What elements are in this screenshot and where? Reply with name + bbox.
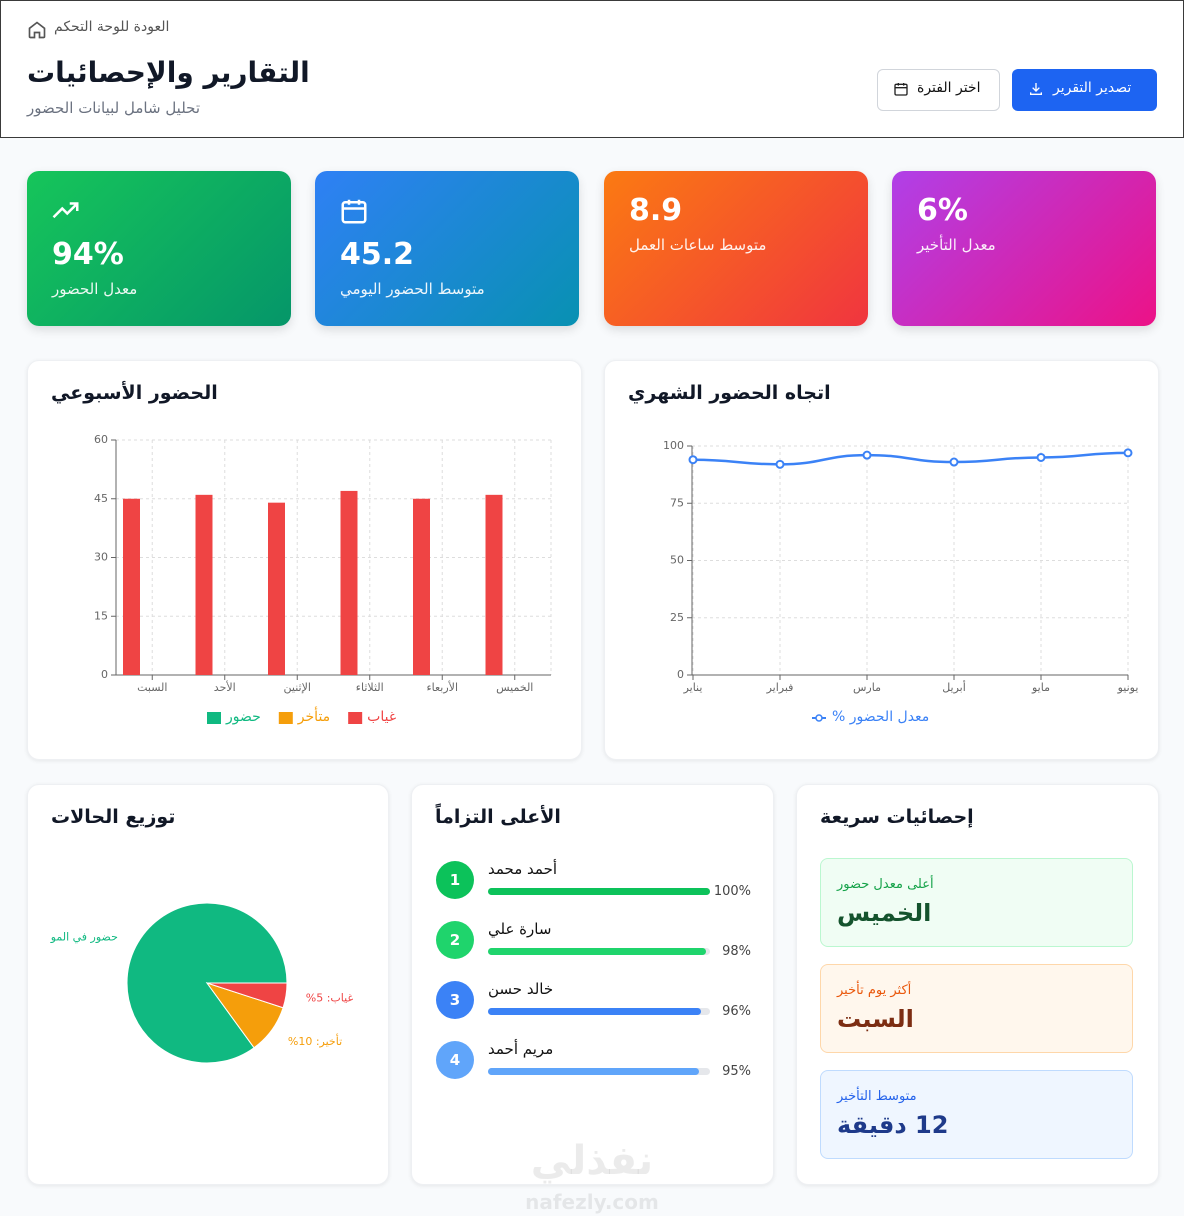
progress-bar (488, 888, 710, 895)
back-link[interactable]: العودة للوحة التحكم (54, 19, 170, 35)
card-title: اتجاه الحضور الشهري (628, 382, 831, 404)
card (27, 360, 582, 760)
calendar-icon (894, 83, 908, 96)
performer-name: أحمد محمد (488, 860, 558, 878)
stat-value: 45.2 (340, 237, 415, 272)
stat-label: معدل الحضور (52, 280, 138, 298)
stat-label: متوسط الحضور اليومي (340, 280, 485, 298)
progress-bar (488, 1008, 702, 1015)
performer-percent: 100% (713, 884, 751, 899)
performer-percent: 96% (722, 1004, 751, 1019)
card-title: الحضور الأسبوعي (51, 382, 218, 404)
card (27, 784, 389, 1185)
card (411, 784, 774, 1185)
watermark: nafezly.com (525, 1190, 659, 1214)
quick-stat-value: السبت (837, 1005, 914, 1033)
progress-bar (488, 1068, 699, 1075)
stat-card (27, 171, 291, 326)
stat-label: معدل التأخير (917, 236, 996, 254)
quick-stat-box (820, 964, 1133, 1053)
card (604, 360, 1159, 760)
quick-stat-label: أكثر يوم تأخير (837, 983, 912, 998)
period-button[interactable] (877, 69, 1000, 111)
download-icon (1030, 83, 1042, 95)
progress-bar (488, 948, 706, 955)
card-title: إحصائيات سريعة (820, 806, 974, 828)
stat-value: 6% (917, 193, 968, 228)
stat-label: متوسط ساعات العمل (629, 236, 767, 254)
watermark: نفذلي (530, 1138, 654, 1184)
rank-badge: 2 (436, 921, 474, 959)
stat-value: 8.9 (629, 193, 683, 228)
period-button-label[interactable]: اختر الفترة (917, 80, 981, 96)
quick-stat-box (820, 1070, 1133, 1159)
performer-percent: 98% (722, 944, 751, 959)
stat-card (315, 171, 579, 326)
performer-name: خالد حسن (488, 980, 554, 998)
performer-name: مريم أحمد (488, 1040, 554, 1058)
quick-stat-value: 12 دقيقة (837, 1111, 949, 1139)
rank-badge: 3 (436, 981, 474, 1019)
card-title: توزيع الحالات (51, 806, 176, 828)
calendar-icon (341, 199, 367, 224)
page-title: التقارير والإحصائيات (27, 56, 310, 89)
stat-card (604, 171, 868, 326)
rank-badge: 4 (436, 1041, 474, 1079)
export-button-label[interactable]: تصدير التقرير (1053, 80, 1132, 96)
stat-value: 94% (52, 237, 124, 272)
stat-card (892, 171, 1156, 326)
quick-stat-value: الخميس (837, 899, 932, 927)
performer-percent: 95% (722, 1064, 751, 1079)
trend-icon (52, 202, 79, 219)
card-title: الأعلى التزاماً (435, 806, 561, 828)
performer-name: سارة علي (488, 920, 552, 938)
quick-stat-label: متوسط التأخير (837, 1089, 917, 1104)
quick-stat-label: أعلى معدل حضور (837, 877, 934, 892)
home-icon[interactable] (27, 20, 47, 40)
rank-badge: 1 (436, 861, 474, 899)
page-subtitle: تحليل شامل لبيانات الحضور (27, 99, 201, 117)
quick-stat-box (820, 858, 1133, 947)
